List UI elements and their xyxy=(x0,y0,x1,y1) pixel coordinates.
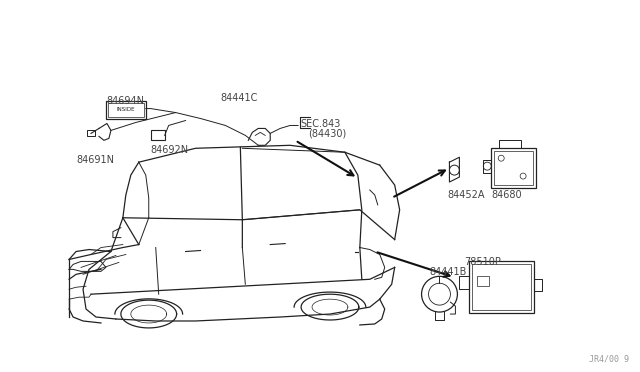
Text: 84692N: 84692N xyxy=(151,145,189,155)
Bar xyxy=(492,148,536,188)
Text: 84680: 84680 xyxy=(492,190,522,200)
Bar xyxy=(469,262,534,313)
Text: 84694N: 84694N xyxy=(106,96,144,106)
Bar xyxy=(494,151,533,185)
Text: 84452A: 84452A xyxy=(447,190,485,200)
Bar xyxy=(108,103,144,116)
Text: 84691N: 84691N xyxy=(76,155,114,165)
Text: 84441C: 84441C xyxy=(220,93,258,103)
Text: 78510P: 78510P xyxy=(465,257,501,267)
Text: 84441B: 84441B xyxy=(429,267,467,278)
Bar xyxy=(472,264,531,310)
Bar xyxy=(106,101,146,119)
Text: (84430): (84430) xyxy=(308,128,346,138)
Text: INSIDE: INSIDE xyxy=(116,107,135,112)
Text: SEC.843: SEC.843 xyxy=(300,119,340,128)
Text: JR4/00 9: JR4/00 9 xyxy=(589,355,628,364)
Bar xyxy=(477,276,489,286)
Bar xyxy=(151,131,164,140)
Bar xyxy=(87,131,95,137)
